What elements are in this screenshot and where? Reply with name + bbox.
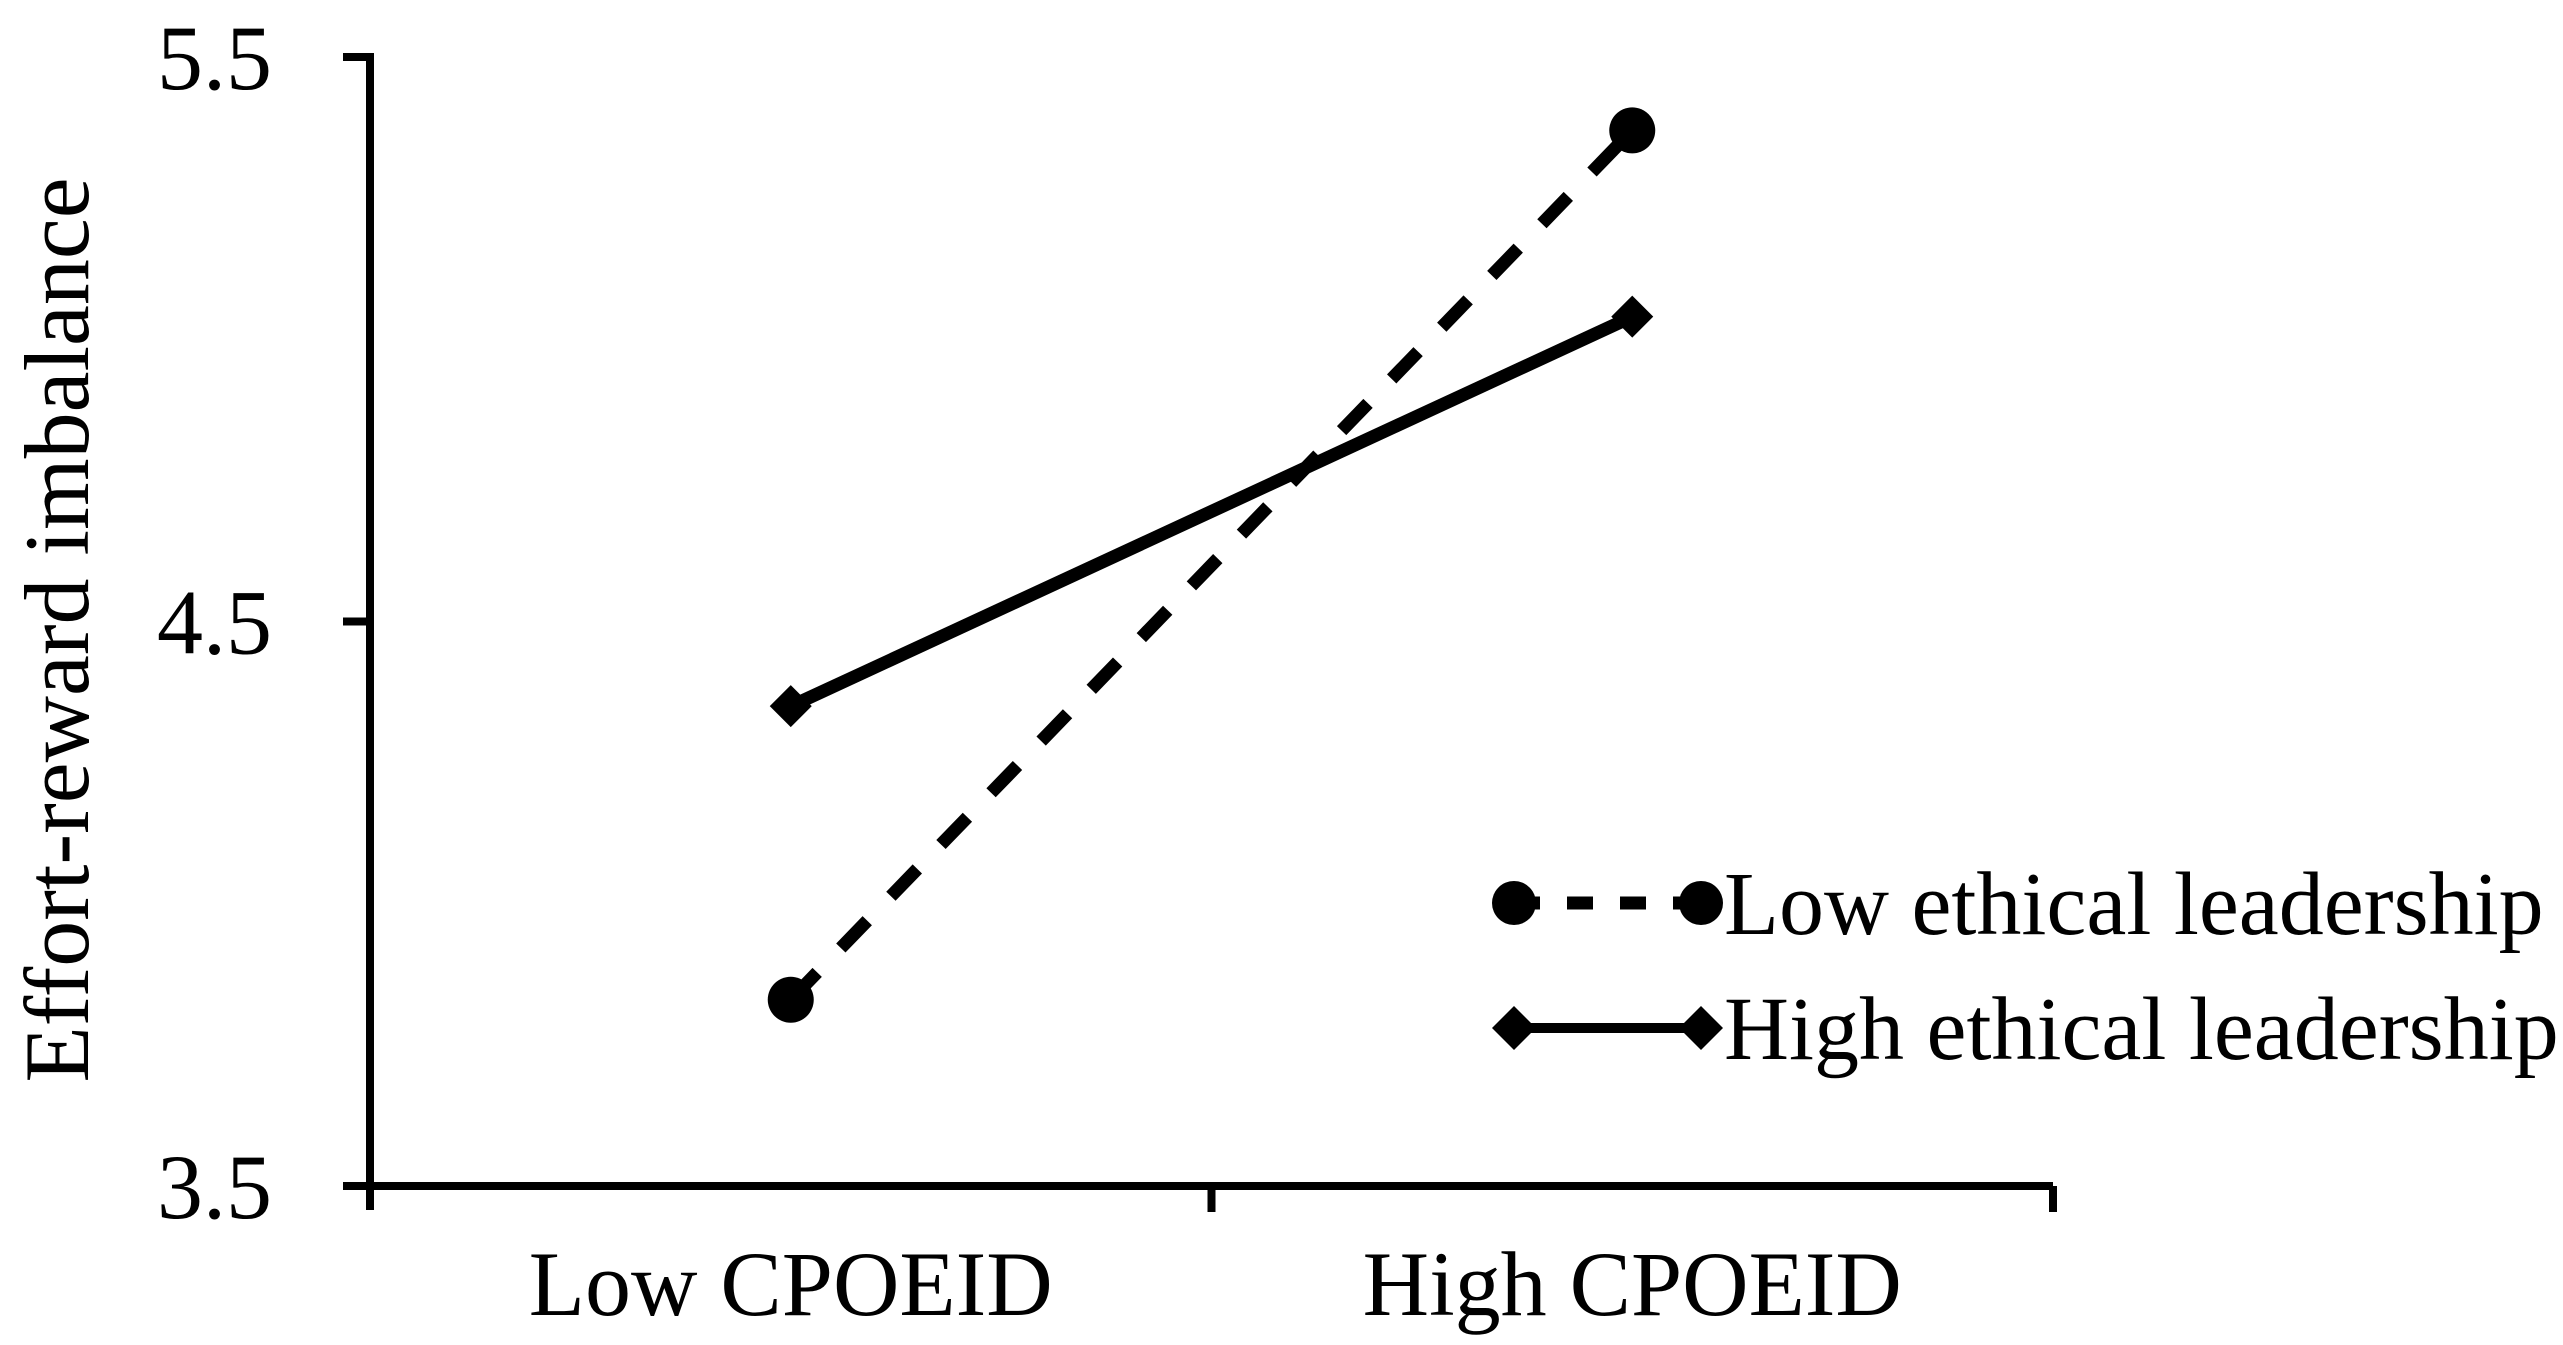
y-tick-label: 4.5 [157, 572, 272, 674]
y-axis-title: Effort-reward imbalance [6, 177, 108, 1082]
y-tick-label: 3.5 [157, 1136, 272, 1238]
data-point-diamond [769, 685, 812, 728]
series-line-solid [788, 310, 1635, 713]
legend-marker-diamond [1492, 1006, 1536, 1050]
legend-marker-circle [1679, 881, 1723, 925]
x-category-label: Low CPOEID [529, 1233, 1053, 1335]
y-tick-label: 5.5 [157, 7, 272, 109]
series-line-dashed [786, 125, 1637, 1005]
data-point-circle [1609, 107, 1656, 154]
legend-marker-diamond [1679, 1006, 1723, 1050]
legend-marker-circle [1492, 881, 1536, 925]
data-point-circle [767, 976, 814, 1023]
x-category-label: High CPOEID [1363, 1233, 1902, 1335]
legend-label: High ethical leadership [1724, 980, 2559, 1079]
data-point-diamond [1611, 295, 1654, 338]
legend-label: Low ethical leadership [1724, 855, 2544, 954]
